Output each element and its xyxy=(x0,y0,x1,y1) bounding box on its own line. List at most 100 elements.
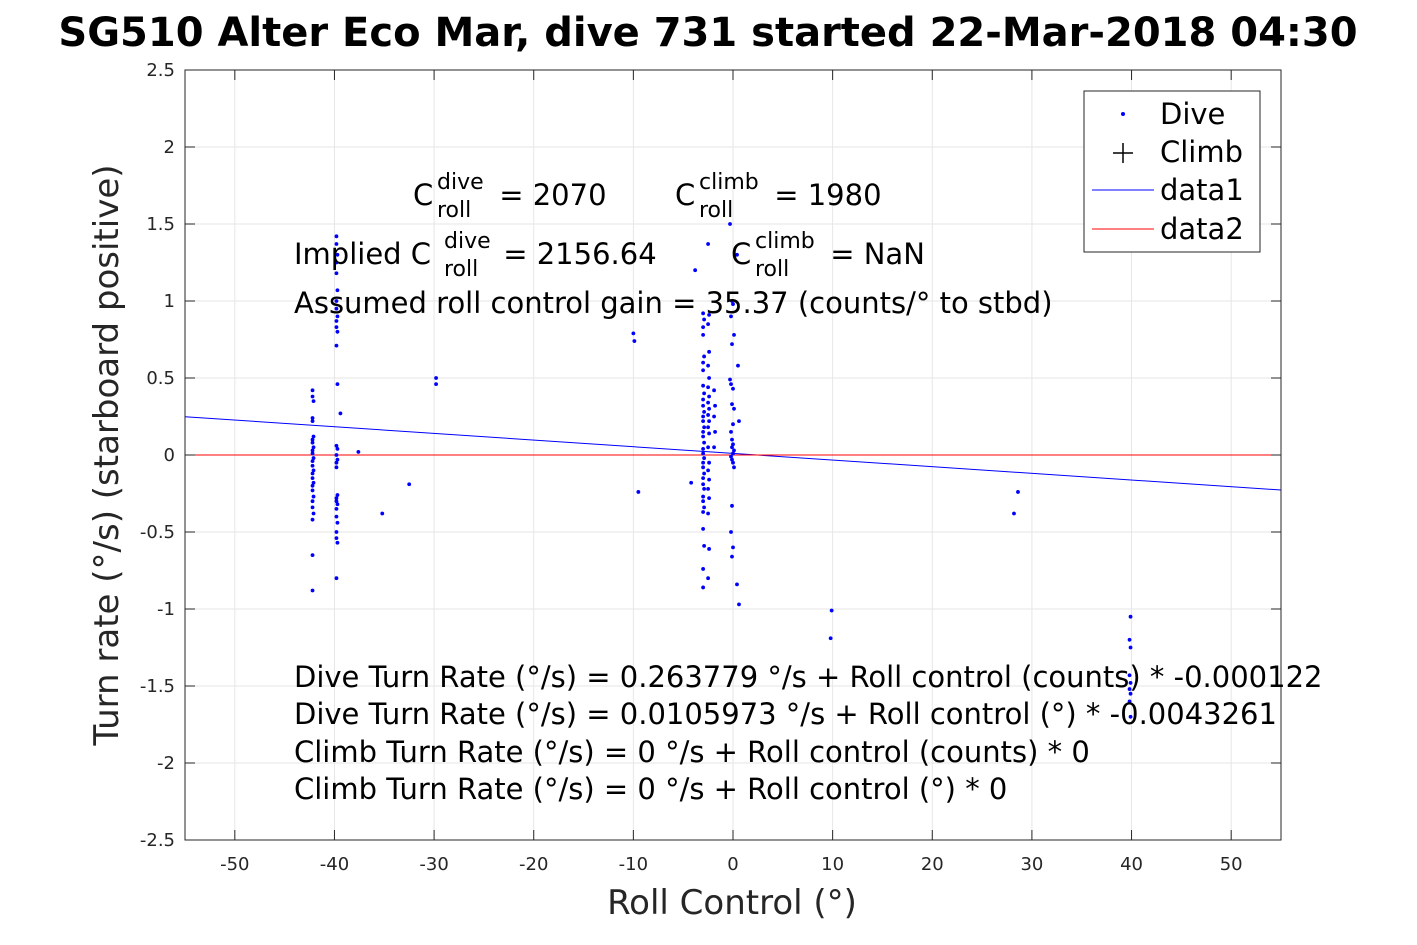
dive-point xyxy=(701,460,706,465)
y-tick-label: 1.5 xyxy=(146,214,175,235)
c-roll-dive-sup: dive xyxy=(437,170,484,195)
dive-point xyxy=(1127,687,1132,691)
dive-point xyxy=(706,385,710,390)
dive-point xyxy=(707,477,711,482)
y-tick-label: 2 xyxy=(164,137,175,158)
svg-text:Implied C: Implied C xyxy=(294,237,431,271)
dive-point xyxy=(707,349,711,354)
dive-point xyxy=(311,445,316,450)
svg-text:= 1980: = 1980 xyxy=(765,178,882,212)
y-axis-title: Turn rate (°/s) (starboard positive) xyxy=(87,164,127,746)
legend-data2-label: data2 xyxy=(1160,212,1244,246)
dive-point xyxy=(828,636,833,641)
dive-point xyxy=(334,536,339,541)
dive-point xyxy=(731,451,735,456)
dive-point xyxy=(730,554,734,559)
dive-point xyxy=(731,422,735,427)
axis-ticks: -50 -40 -30 -20 -10 0 10 20 30 40 50-2.5-2-1.5-1-0… xyxy=(140,60,1281,875)
dive-point xyxy=(335,502,340,507)
dive-point xyxy=(701,360,706,365)
x-tick-label: -30 xyxy=(419,854,448,875)
dive-point xyxy=(707,547,711,551)
dive-point xyxy=(334,242,339,246)
dive-point xyxy=(702,317,707,322)
dive-point xyxy=(334,499,339,504)
svg-text:roll: roll xyxy=(755,257,789,282)
dive-point xyxy=(701,397,706,402)
dive-point xyxy=(311,494,316,499)
dive-point xyxy=(702,505,707,510)
dive-point xyxy=(701,567,706,571)
dive-point xyxy=(334,514,339,519)
dive-point xyxy=(713,430,717,434)
implied-climb-base: C xyxy=(731,237,751,271)
dive-point xyxy=(310,588,315,593)
dive-point xyxy=(701,510,706,514)
y-tick-label: 0.5 xyxy=(146,368,175,389)
dive-point xyxy=(1127,699,1132,704)
dive-point xyxy=(334,260,339,265)
dive-point xyxy=(707,431,711,436)
dive-point xyxy=(310,499,315,504)
dive-point xyxy=(730,457,734,462)
x-tick-label: 50 xyxy=(1220,854,1243,875)
dive-point xyxy=(310,517,315,522)
legend: Dive Climb data1 data2 xyxy=(1083,90,1261,253)
dive-point xyxy=(706,445,710,450)
dive-point xyxy=(434,382,438,387)
dive-point xyxy=(636,490,641,494)
dive-point xyxy=(707,394,711,399)
dive-point xyxy=(356,450,361,454)
dive-point xyxy=(712,414,716,419)
dive-point xyxy=(334,453,339,457)
dive-point xyxy=(735,252,739,257)
dive-point xyxy=(732,406,736,411)
dive-point xyxy=(338,411,343,416)
dive-point xyxy=(707,376,711,380)
x-tick-label: -10 xyxy=(619,854,648,875)
x-tick-label: 0 xyxy=(727,854,738,875)
dive-point xyxy=(1128,645,1133,650)
dive-point xyxy=(334,325,339,330)
dive-point xyxy=(1127,637,1132,642)
dive-point xyxy=(728,222,732,226)
svg-text:roll: roll xyxy=(444,257,478,282)
dive-point xyxy=(702,440,707,445)
dive-point xyxy=(310,476,315,480)
chart-title: SG510 Alter Eco Mar, dive 731 started 22… xyxy=(58,10,1357,56)
y-tick-label: -0.5 xyxy=(140,522,175,543)
dive-point xyxy=(706,363,710,368)
dive-point xyxy=(334,576,339,581)
dive-point xyxy=(732,465,736,470)
dive-point xyxy=(701,482,706,487)
dive-point xyxy=(730,437,734,442)
c-roll-climb-annotation: C climb roll = 1980 xyxy=(675,170,882,223)
dive-point xyxy=(701,325,706,330)
dive-point xyxy=(701,403,706,408)
dive-point xyxy=(701,527,706,531)
implied-dive-value: = 2156.64 xyxy=(494,237,657,271)
svg-text:climb: climb xyxy=(755,229,815,254)
dive-point xyxy=(335,288,340,293)
dive-point xyxy=(689,480,694,485)
legend-box xyxy=(1083,90,1261,253)
x-tick-label: -20 xyxy=(519,854,548,875)
dive-point xyxy=(701,383,706,388)
dive-point xyxy=(701,414,706,419)
dive-point xyxy=(706,400,710,405)
dive-point xyxy=(731,460,735,465)
dive-point xyxy=(334,465,339,470)
c-roll-climb-value: = 1980 xyxy=(765,178,882,212)
dive-point xyxy=(707,312,711,317)
dive-point xyxy=(706,322,710,326)
dive-point xyxy=(731,386,735,391)
dive-point xyxy=(707,406,711,411)
svg-text:dive: dive xyxy=(437,170,484,195)
dive-point xyxy=(334,299,339,303)
legend-data1-label: data1 xyxy=(1160,173,1244,207)
dive-point xyxy=(706,242,710,246)
dive-point xyxy=(737,419,741,424)
implied-dive-prefix: Implied C xyxy=(294,237,431,271)
legend-climb-marker xyxy=(1113,143,1133,163)
